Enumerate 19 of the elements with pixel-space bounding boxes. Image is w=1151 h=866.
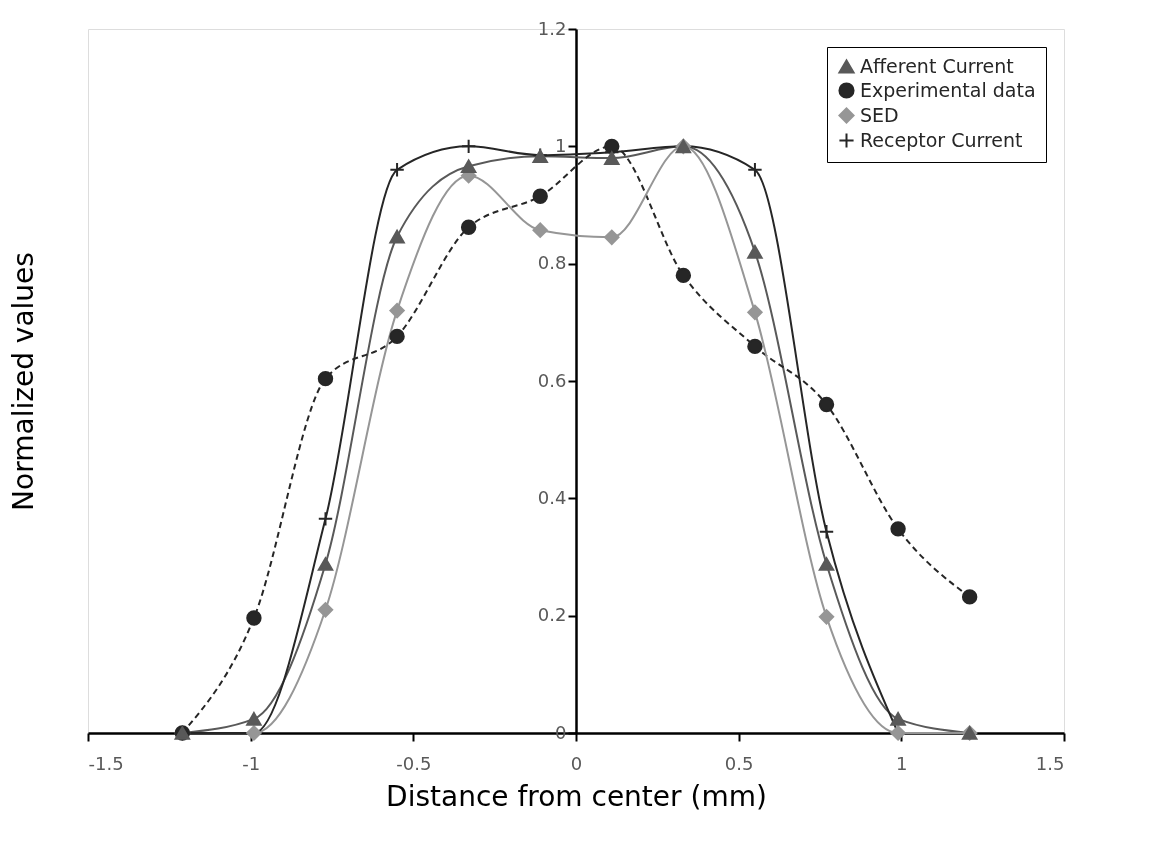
legend-label: Experimental data <box>860 78 1036 101</box>
y-tick-label: 0.2 <box>537 604 567 626</box>
y-axis-title: Normalized values <box>6 252 40 511</box>
x-tick-label: 1.5 <box>1035 752 1065 774</box>
y-tick-label: 1.2 <box>537 17 567 39</box>
x-tick-label: 0.5 <box>724 752 754 774</box>
legend-label: Afferent Current <box>860 54 1014 77</box>
y-tick-label: 0.6 <box>537 369 567 391</box>
legend-label: Receptor Current <box>860 128 1023 151</box>
x-tick-label: 1 <box>896 752 908 774</box>
y-tick-label: 0.8 <box>537 252 567 274</box>
x-tick-label: 0 <box>570 752 583 774</box>
x-tick-label: -1.5 <box>88 752 124 774</box>
legend-label: SED <box>860 103 899 126</box>
y-tick-label: 1 <box>555 134 567 156</box>
x-tick-label: -0.5 <box>396 752 432 774</box>
x-axis-title: Distance from center (mm) <box>386 779 767 813</box>
y-tick-label: 0.4 <box>537 486 567 508</box>
x-tick-label: -1 <box>242 752 261 774</box>
